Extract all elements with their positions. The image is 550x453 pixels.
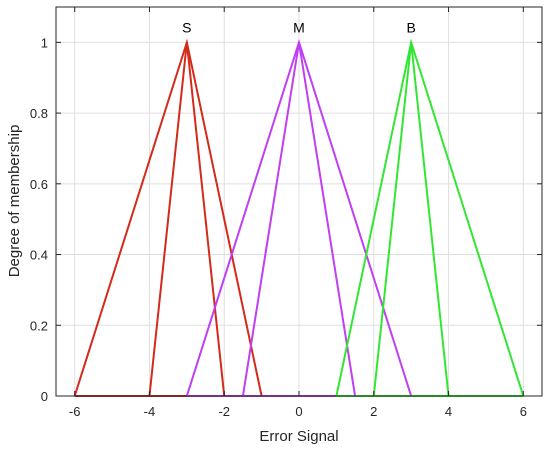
x-tick-label: -2 (218, 404, 230, 419)
mf-label-s: S (182, 19, 191, 35)
mf-b-inner-triangle (372, 42, 450, 397)
y-tick-label: 0.4 (30, 248, 48, 263)
x-tick-label: -6 (69, 404, 81, 419)
y-axis-label: Degree of membership (6, 125, 23, 278)
y-tick-label: 0.8 (30, 106, 48, 121)
x-axis-label: Error Signal (259, 428, 338, 445)
x-tick-label: -4 (144, 404, 156, 419)
mf-m-inner-triangle (241, 42, 357, 397)
y-tick-label: 0.2 (30, 318, 48, 333)
x-tick-label: 4 (445, 404, 452, 419)
y-tick-label: 0.6 (30, 177, 48, 192)
x-tick-label: 0 (295, 404, 302, 419)
tick-layer: -6 -4 -2 0 2 4 6 0 0.2 0.4 0.6 0.8 1 (30, 7, 542, 419)
x-tick-label: 6 (520, 404, 527, 419)
mf-label-m: M (293, 19, 305, 35)
x-tick-label: 2 (370, 404, 377, 419)
y-tick-label: 1 (41, 35, 48, 50)
mf-s-inner-triangle (148, 42, 226, 397)
y-tick-label: 0 (41, 389, 48, 404)
mf-label-b: B (406, 19, 415, 35)
